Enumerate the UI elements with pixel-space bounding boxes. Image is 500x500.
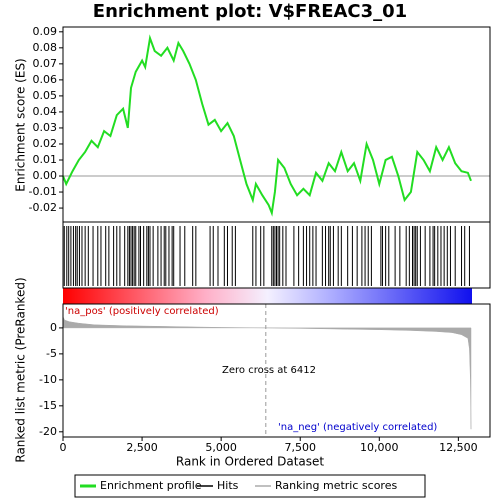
y-tick-label: 0.09 — [33, 25, 58, 38]
annotation: Zero cross at 6412 — [222, 365, 316, 376]
es-line — [62, 34, 472, 217]
x-tick-label: 5,000 — [205, 441, 237, 454]
chart-title: Enrichment plot: V$FREAC3_01 — [93, 1, 407, 22]
x-tick-label: 7,500 — [284, 441, 316, 454]
y-axis-label: Enrichment score (ES) — [14, 58, 28, 191]
legend-label: Ranking metric scores — [275, 479, 397, 492]
y-tick-label: 0.05 — [33, 89, 58, 102]
y-tick-label: -0.01 — [29, 185, 57, 198]
y-tick-label: -15 — [39, 399, 57, 412]
y-tick-label: 0.01 — [33, 153, 58, 166]
metric-area — [62, 316, 472, 430]
y-tick-label: -0.02 — [29, 201, 57, 214]
y-tick-label: -20 — [39, 425, 57, 438]
y-tick-label: 0.08 — [33, 41, 58, 54]
y-tick-label: 0.03 — [33, 121, 58, 134]
x-tick-label: 10,000 — [360, 441, 399, 454]
x-tick-label: 12,500 — [439, 441, 478, 454]
legend-label: Hits — [217, 479, 239, 492]
y-tick-label: 0 — [50, 321, 57, 334]
y-tick-label: 0.06 — [33, 73, 58, 86]
y-tick-label: 0.02 — [33, 137, 58, 150]
annotation: 'na_pos' (positively correlated) — [65, 306, 219, 317]
y-tick-label: -10 — [39, 373, 57, 386]
y-tick-label: 0.00 — [33, 169, 58, 182]
y-tick-label: 0.04 — [33, 105, 58, 118]
y-tick-label: -5 — [46, 347, 57, 360]
panel-frame — [62, 303, 491, 438]
color-band — [63, 288, 472, 304]
legend — [74, 474, 426, 498]
panel-frame — [62, 221, 491, 289]
x-tick-label: 2,500 — [126, 441, 158, 454]
legend-label: Enrichment profile — [100, 479, 202, 492]
x-tick-label: 0 — [60, 441, 67, 454]
y-tick-label: 0.07 — [33, 57, 58, 70]
x-axis-label: Rank in Ordered Dataset — [176, 455, 324, 469]
y-axis-label: Ranked list metric (PreRanked) — [14, 277, 28, 462]
annotation: 'na_neg' (negatively correlated) — [278, 422, 437, 433]
